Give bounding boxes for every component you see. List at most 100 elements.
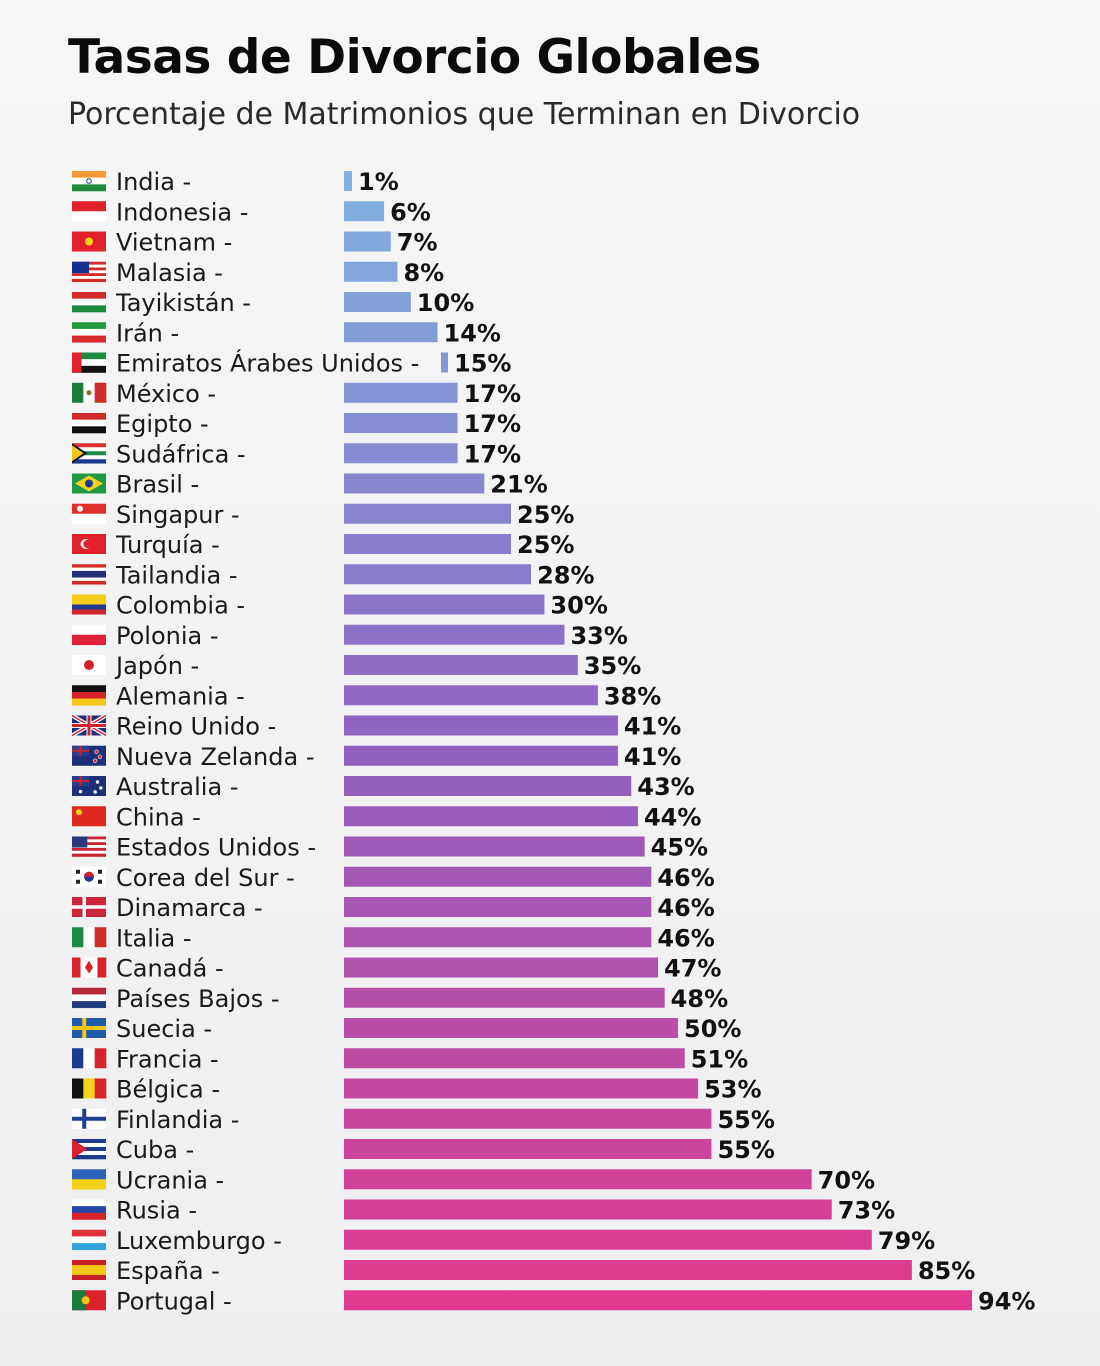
bar	[344, 261, 398, 282]
bar-row: Brasil - 21%	[72, 471, 548, 499]
bar	[344, 473, 485, 494]
bar-row: Tayikistán - 10%	[72, 289, 474, 317]
bar-value-label: 33%	[570, 622, 627, 650]
bar-row: Rusia - 73%	[72, 1197, 895, 1225]
category-label: Japón -	[114, 652, 199, 680]
bar-row: Canadá - 47%	[72, 955, 721, 983]
category-label: Tailandia -	[115, 561, 238, 589]
bar-value-label: 35%	[584, 652, 641, 680]
category-label: Brasil -	[116, 471, 199, 499]
bar	[344, 1229, 872, 1250]
bar-row: Reino Unido - 41%	[70, 713, 681, 741]
bar-value-label: 7%	[397, 229, 438, 257]
tayikistan-flag-icon	[72, 292, 106, 313]
bar-row: Portugal - 94%	[72, 1287, 1035, 1315]
bar-value-label: 17%	[464, 440, 521, 468]
mexico-flag-icon	[72, 382, 107, 403]
category-label: Suecia -	[116, 1015, 212, 1043]
bar-row: Dinamarca - 46%	[72, 894, 715, 922]
bar-row: Sudáfrica - 17%	[72, 440, 521, 468]
bar-row: Japón - 35%	[72, 652, 641, 680]
bar-row: Malasia - 8%	[72, 259, 444, 287]
bar	[344, 534, 512, 554]
bar-value-label: 46%	[657, 924, 714, 952]
bar	[344, 987, 665, 1008]
bar-row: Irán - 14%	[72, 319, 501, 347]
bar	[344, 806, 638, 827]
bar	[344, 292, 411, 312]
belgica-flag-icon	[72, 1078, 107, 1099]
bar-row: México - 17%	[72, 380, 521, 408]
alemania-flag-icon	[72, 685, 106, 706]
category-label: Portugal -	[116, 1287, 232, 1315]
category-label: Países Bajos -	[116, 985, 280, 1013]
portugal-flag-icon	[72, 1290, 106, 1311]
vietnam-flag-icon	[72, 231, 106, 252]
canada-flag-icon	[72, 957, 107, 978]
bar-value-label: 51%	[691, 1045, 748, 1073]
bar-row: Singapur - 25%	[72, 501, 574, 529]
emiratos-arabes-unidos-flag-icon	[72, 352, 106, 373]
bar-value-label: 8%	[403, 259, 444, 287]
category-label: Estados Unidos -	[116, 834, 316, 862]
bar	[344, 1169, 812, 1190]
bar-value-label: 41%	[624, 743, 681, 771]
turquia-flag-icon	[72, 534, 106, 554]
bar-value-label: 55%	[717, 1106, 774, 1134]
polonia-flag-icon	[72, 624, 106, 646]
bar-value-label: 6%	[390, 198, 431, 226]
bar	[344, 957, 658, 978]
bar-row: Egipto - 17%	[72, 410, 521, 438]
bar	[344, 443, 458, 464]
category-label: China -	[116, 803, 201, 831]
category-label: India -	[116, 168, 191, 196]
bar-value-label: 85%	[918, 1257, 975, 1285]
bar	[344, 715, 618, 736]
bar-row: Corea del Sur - 46%	[72, 864, 715, 892]
bar-value-label: 94%	[978, 1287, 1035, 1315]
bar-row: Emiratos Árabes Unidos - 15%	[72, 349, 511, 378]
bar-value-label: 50%	[684, 1015, 741, 1043]
finlandia-flag-icon	[72, 1108, 106, 1129]
tailandia-flag-icon	[72, 564, 106, 585]
category-label: Reino Unido -	[116, 713, 276, 741]
cuba-flag-icon	[72, 1139, 106, 1160]
iran-flag-icon	[72, 322, 106, 343]
bar-row: Finlandia - 55%	[72, 1106, 775, 1134]
chart-subtitle: Porcentaje de Matrimonios que Terminan e…	[68, 97, 861, 132]
bar	[344, 1260, 912, 1280]
bar-row: Italia - 46%	[72, 924, 715, 952]
chart-title: Tasas de Divorcio Globales	[68, 30, 761, 85]
bar-value-label: 70%	[818, 1166, 875, 1194]
indonesia-flag-icon	[72, 201, 106, 222]
category-label: Polonia -	[116, 622, 219, 650]
category-label: Malasia -	[116, 259, 223, 287]
bar	[344, 685, 598, 706]
bar-value-label: 48%	[671, 985, 728, 1013]
category-label: Bélgica -	[116, 1076, 220, 1104]
category-label: Corea del Sur -	[116, 864, 295, 892]
category-label: Australia -	[116, 773, 238, 801]
bar	[344, 624, 565, 645]
china-flag-icon	[72, 806, 106, 827]
category-label: Egipto -	[116, 410, 209, 438]
bar	[344, 1018, 679, 1038]
bar-value-label: 28%	[537, 561, 594, 589]
brasil-flag-icon	[72, 473, 106, 494]
bar-value-label: 73%	[838, 1197, 895, 1225]
japon-flag-icon	[72, 655, 106, 675]
bar-row: Vietnam - 7%	[72, 229, 438, 257]
bar	[344, 927, 652, 948]
italia-flag-icon	[72, 927, 107, 948]
bar	[344, 655, 578, 675]
corea-del-sur-flag-icon	[72, 866, 106, 887]
bar-row: Australia - 43%	[72, 773, 695, 801]
bar-row: Indonesia - 6%	[72, 198, 431, 226]
category-label: Colombia -	[116, 592, 245, 620]
bar-value-label: 55%	[717, 1136, 774, 1164]
bar-value-label: 1%	[358, 168, 399, 196]
bar	[344, 1078, 699, 1099]
category-label: Turquía -	[115, 531, 220, 559]
suecia-flag-icon	[72, 1018, 106, 1038]
nueva-zelanda-flag-icon	[72, 745, 106, 766]
